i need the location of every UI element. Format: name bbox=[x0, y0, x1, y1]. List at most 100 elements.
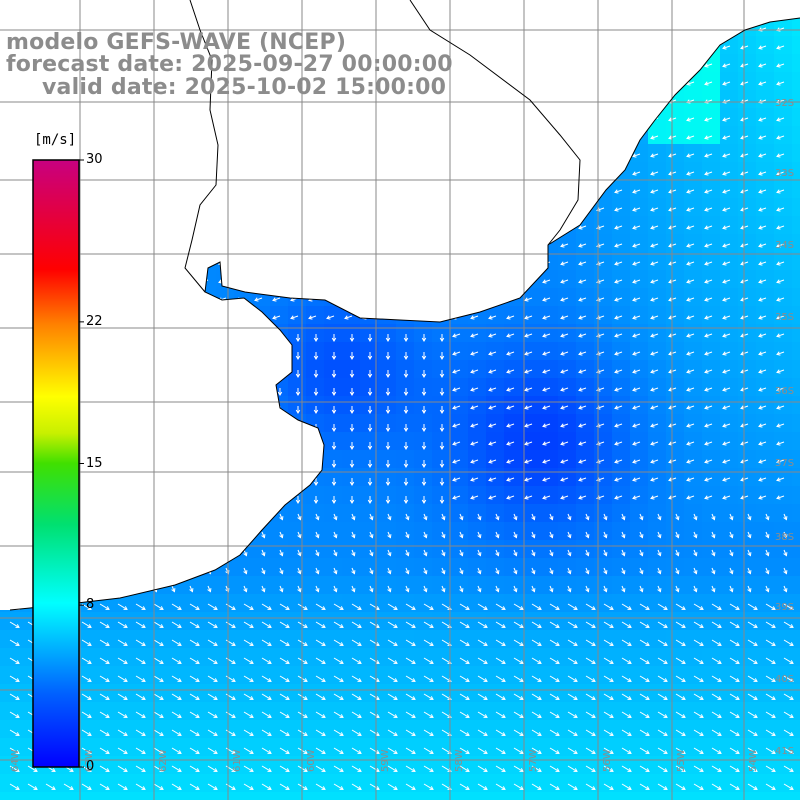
wind-arrow bbox=[128, 171, 137, 176]
wave-cell bbox=[774, 72, 793, 91]
wind-arrow bbox=[308, 153, 317, 158]
wind-arrow bbox=[146, 189, 155, 194]
wave-cell bbox=[576, 54, 595, 73]
wind-arrow bbox=[189, 621, 200, 628]
wind-arrow bbox=[506, 45, 515, 50]
wind-arrow bbox=[758, 315, 767, 320]
wave-cell bbox=[90, 234, 109, 253]
wave-cell bbox=[396, 558, 415, 577]
wind-arrow bbox=[207, 513, 212, 521]
wave-cell bbox=[522, 702, 541, 721]
wave-cell bbox=[306, 432, 325, 451]
wave-cell bbox=[720, 468, 739, 487]
wave-cell bbox=[396, 792, 415, 800]
wave-cell bbox=[90, 126, 109, 145]
wind-arrow bbox=[398, 243, 407, 248]
wind-arrow bbox=[290, 135, 299, 140]
wave-cell bbox=[792, 360, 800, 379]
wave-cell bbox=[180, 720, 199, 739]
wave-cell bbox=[540, 720, 559, 739]
wind-arrow bbox=[459, 765, 470, 772]
wave-cell bbox=[648, 738, 667, 757]
wind-arrow bbox=[776, 243, 785, 248]
wind-arrow bbox=[164, 135, 173, 140]
wave-cell bbox=[702, 468, 721, 487]
wind-arrow bbox=[405, 765, 416, 772]
wind-arrow bbox=[495, 603, 506, 610]
wave-cell bbox=[450, 126, 469, 145]
wind-arrow bbox=[2, 189, 11, 194]
wave-cell bbox=[450, 720, 469, 739]
wave-cell bbox=[378, 252, 397, 271]
wind-arrow bbox=[747, 567, 752, 575]
wind-arrow bbox=[99, 513, 104, 521]
wave-cell bbox=[108, 342, 127, 361]
wind-arrow bbox=[470, 459, 479, 464]
wind-arrow bbox=[650, 99, 659, 104]
wind-arrow bbox=[279, 531, 284, 539]
wind-arrow bbox=[344, 315, 353, 320]
wave-cell bbox=[648, 486, 667, 505]
wind-arrow bbox=[603, 765, 614, 772]
wind-arrow bbox=[421, 460, 427, 468]
wind-arrow bbox=[351, 657, 362, 664]
wave-cell bbox=[450, 666, 469, 685]
wind-arrow bbox=[405, 549, 410, 557]
wind-arrow bbox=[223, 406, 229, 414]
wind-arrow bbox=[38, 153, 47, 158]
wind-arrow bbox=[254, 225, 263, 230]
wind-arrow bbox=[416, 189, 425, 194]
wave-cell bbox=[0, 306, 19, 325]
wave-cell bbox=[0, 666, 19, 685]
wind-arrow bbox=[295, 352, 301, 360]
wave-cell bbox=[468, 396, 487, 415]
wave-cell bbox=[774, 648, 793, 667]
wave-cell bbox=[540, 468, 559, 487]
wind-arrow bbox=[686, 405, 695, 410]
wave-cell bbox=[792, 522, 800, 541]
wave-cell bbox=[126, 198, 145, 217]
wave-cell bbox=[216, 342, 235, 361]
wind-arrow bbox=[722, 63, 731, 68]
wave-cell bbox=[396, 522, 415, 541]
wave-cell bbox=[306, 252, 325, 271]
wind-arrow bbox=[686, 477, 695, 482]
wind-arrow bbox=[459, 549, 464, 557]
wave-cell bbox=[540, 612, 559, 631]
wind-arrow bbox=[385, 388, 391, 396]
wave-cell bbox=[756, 306, 775, 325]
wave-cell bbox=[432, 486, 451, 505]
wind-arrow bbox=[452, 405, 461, 410]
wave-cell bbox=[738, 270, 757, 289]
wave-cell bbox=[378, 126, 397, 145]
wave-cell bbox=[144, 594, 163, 613]
wind-arrow bbox=[387, 657, 398, 664]
wave-cell bbox=[486, 630, 505, 649]
wave-cell bbox=[666, 468, 685, 487]
wind-arrow bbox=[686, 315, 695, 320]
wave-cell bbox=[360, 486, 379, 505]
wind-arrow bbox=[524, 171, 533, 176]
wave-cell bbox=[0, 648, 19, 667]
wave-cell bbox=[180, 378, 199, 397]
wind-arrow bbox=[351, 729, 362, 736]
wave-cell bbox=[774, 342, 793, 361]
wave-cell bbox=[594, 666, 613, 685]
wave-cell bbox=[630, 450, 649, 469]
wind-arrow bbox=[295, 388, 301, 396]
wave-cell bbox=[486, 576, 505, 595]
wind-arrow bbox=[686, 189, 695, 194]
wind-arrow bbox=[758, 117, 767, 122]
wave-cell bbox=[108, 612, 127, 631]
wind-arrow bbox=[135, 621, 146, 628]
wave-cell bbox=[756, 216, 775, 235]
wave-cell bbox=[234, 180, 253, 199]
wind-arrow bbox=[459, 729, 470, 736]
wind-arrow bbox=[452, 153, 461, 158]
wind-arrow bbox=[758, 441, 767, 446]
wave-cell bbox=[756, 576, 775, 595]
wave-cell bbox=[306, 396, 325, 415]
wind-arrow bbox=[421, 406, 427, 414]
wave-cell bbox=[612, 540, 631, 559]
wind-arrow bbox=[416, 153, 425, 158]
